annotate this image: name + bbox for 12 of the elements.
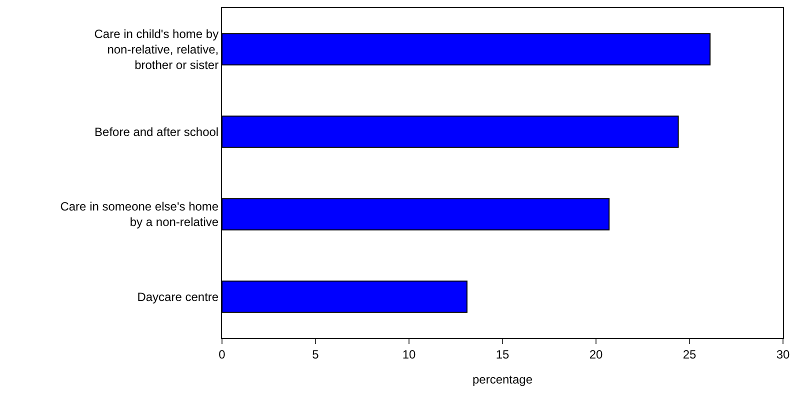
x-tick-label: 15 xyxy=(496,347,510,362)
y-tick-label: Daycare centre xyxy=(137,290,219,304)
x-tick-label: 25 xyxy=(682,347,696,362)
y-tick-label: Care in child's home by non-relative, relative, brother or sister xyxy=(94,26,219,72)
x-tick-label: 10 xyxy=(402,347,416,362)
x-tick-label: 30 xyxy=(776,347,790,362)
x-tick-label: 20 xyxy=(589,347,603,362)
x-axis-title: percentage xyxy=(472,372,533,386)
y-tick-label: Before and after school xyxy=(94,124,219,139)
x-tick-label: 0 xyxy=(218,347,226,362)
x-tick-label: 5 xyxy=(312,347,320,362)
y-tick-label: Care in someone else's home by a non-relative xyxy=(60,200,219,230)
